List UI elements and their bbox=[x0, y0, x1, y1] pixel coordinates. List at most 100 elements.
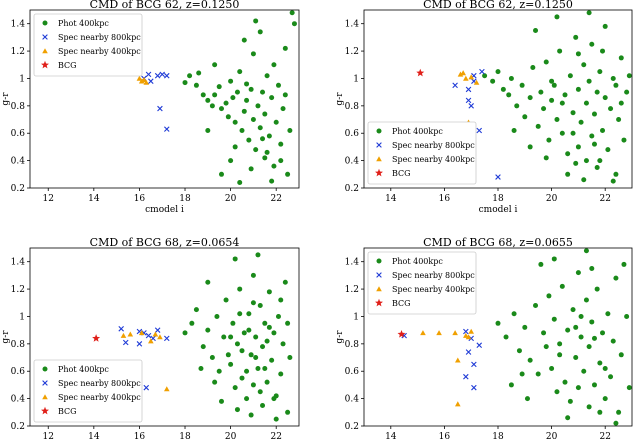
point-phot-400kpc bbox=[589, 266, 595, 272]
x-tick-label: 18 bbox=[179, 432, 191, 442]
point-spec-nearby-800kpc bbox=[118, 325, 124, 332]
point-phot-400kpc bbox=[514, 103, 520, 109]
point-phot-400kpc bbox=[573, 34, 579, 40]
point-phot-400kpc bbox=[228, 334, 234, 340]
point-phot-400kpc bbox=[289, 10, 295, 16]
point-phot-400kpc bbox=[260, 402, 266, 408]
point-phot-400kpc bbox=[278, 297, 284, 303]
point-phot-400kpc bbox=[228, 158, 234, 164]
point-phot-400kpc bbox=[565, 327, 571, 333]
point-phot-400kpc bbox=[546, 137, 552, 143]
point-spec-nearby-800kpc bbox=[452, 82, 458, 89]
point-phot-400kpc bbox=[565, 171, 571, 177]
point-spec-nearby-400kpc bbox=[473, 79, 480, 85]
point-phot-400kpc bbox=[591, 111, 597, 117]
point-phot-400kpc bbox=[594, 164, 600, 170]
point-phot-400kpc bbox=[530, 65, 536, 71]
point-phot-400kpc bbox=[591, 382, 597, 388]
point-spec-nearby-400kpc bbox=[463, 75, 469, 81]
point-phot-400kpc bbox=[616, 409, 622, 415]
point-phot-400kpc bbox=[269, 178, 275, 184]
x-tick-label: 22 bbox=[270, 432, 281, 442]
point-phot-400kpc bbox=[583, 248, 589, 254]
point-phot-400kpc bbox=[223, 297, 229, 303]
point-phot-400kpc bbox=[287, 355, 293, 361]
point-phot-400kpc bbox=[200, 344, 206, 350]
x-tick-label: 22 bbox=[270, 194, 281, 204]
point-phot-400kpc bbox=[218, 106, 224, 112]
point-phot-400kpc bbox=[597, 158, 603, 164]
point-spec-nearby-800kpc bbox=[143, 384, 150, 391]
legend-label: Spec nearby 400kpc bbox=[58, 47, 141, 56]
point-phot-400kpc bbox=[482, 73, 488, 79]
point-phot-400kpc bbox=[278, 141, 284, 147]
point-phot-400kpc bbox=[602, 396, 608, 402]
point-phot-400kpc bbox=[524, 396, 530, 402]
point-phot-400kpc bbox=[269, 357, 275, 363]
legend-marker bbox=[42, 48, 48, 54]
point-phot-400kpc bbox=[209, 103, 215, 109]
point-spec-nearby-800kpc bbox=[471, 361, 477, 368]
y-axis-label: g-r bbox=[1, 92, 11, 106]
point-phot-400kpc bbox=[613, 82, 619, 88]
point-phot-400kpc bbox=[228, 78, 234, 84]
point-phot-400kpc bbox=[239, 348, 245, 354]
legend-marker bbox=[42, 380, 48, 386]
legend-marker bbox=[375, 168, 383, 177]
y-tick-label: 0.2 bbox=[11, 184, 25, 194]
point-spec-nearby-800kpc bbox=[471, 384, 477, 391]
legend-label: Spec nearby 800kpc bbox=[392, 141, 475, 150]
point-phot-400kpc bbox=[237, 180, 243, 186]
point-phot-400kpc bbox=[198, 365, 204, 371]
point-phot-400kpc bbox=[262, 320, 268, 326]
point-spec-nearby-800kpc bbox=[479, 68, 485, 75]
point-phot-400kpc bbox=[511, 311, 517, 317]
legend-box bbox=[33, 359, 143, 423]
point-phot-400kpc bbox=[559, 283, 565, 289]
point-phot-400kpc bbox=[581, 62, 587, 68]
point-phot-400kpc bbox=[610, 178, 616, 184]
point-phot-400kpc bbox=[586, 10, 592, 16]
point-phot-400kpc bbox=[264, 379, 270, 385]
y-tick-label: 0.8 bbox=[345, 102, 360, 112]
x-tick-label: 14 bbox=[385, 432, 397, 442]
point-spec-nearby-400kpc bbox=[468, 74, 474, 80]
y-tick-label: 1.2 bbox=[345, 285, 359, 295]
point-phot-400kpc bbox=[234, 407, 240, 413]
point-phot-400kpc bbox=[506, 92, 512, 98]
point-phot-400kpc bbox=[253, 18, 259, 24]
point-phot-400kpc bbox=[495, 69, 501, 75]
point-phot-400kpc bbox=[273, 119, 279, 125]
point-phot-400kpc bbox=[503, 334, 509, 340]
x-tick-label: 12 bbox=[43, 194, 54, 204]
point-spec-nearby-400kpc bbox=[143, 79, 150, 85]
legend-label: BCG bbox=[58, 407, 77, 416]
x-tick-label: 22 bbox=[599, 432, 610, 442]
y-tick-label: 0.8 bbox=[11, 102, 26, 112]
point-phot-400kpc bbox=[559, 130, 565, 136]
chart-title: CMD of BCG 62, z=0.1250 bbox=[423, 0, 573, 11]
point-phot-400kpc bbox=[193, 307, 199, 313]
point-phot-400kpc bbox=[610, 338, 616, 344]
point-phot-400kpc bbox=[282, 45, 288, 51]
point-phot-400kpc bbox=[591, 141, 597, 147]
point-phot-400kpc bbox=[543, 344, 549, 350]
point-spec-nearby-800kpc bbox=[476, 127, 483, 134]
point-spec-nearby-400kpc bbox=[127, 331, 134, 337]
point-phot-400kpc bbox=[278, 371, 284, 377]
point-phot-400kpc bbox=[237, 69, 243, 75]
y-tick-label: 1 bbox=[19, 312, 25, 322]
point-phot-400kpc bbox=[546, 293, 552, 299]
point-phot-400kpc bbox=[554, 117, 560, 123]
point-spec-nearby-800kpc bbox=[476, 342, 483, 349]
point-phot-400kpc bbox=[205, 327, 211, 333]
legend-label: Spec nearby 800kpc bbox=[58, 33, 141, 42]
x-tick-label: 20 bbox=[546, 194, 558, 204]
point-phot-400kpc bbox=[573, 324, 579, 330]
point-phot-400kpc bbox=[182, 330, 188, 336]
point-phot-400kpc bbox=[287, 127, 293, 133]
point-phot-400kpc bbox=[575, 385, 581, 391]
chart-title: CMD of BCG 68, z=0.0655 bbox=[423, 236, 573, 249]
chart-panel-1: 12 14 16 18 20 22 0.2 0.4 0.6 0.8 1 1.2 1.4 CMD of BC… bbox=[1, 0, 300, 215]
